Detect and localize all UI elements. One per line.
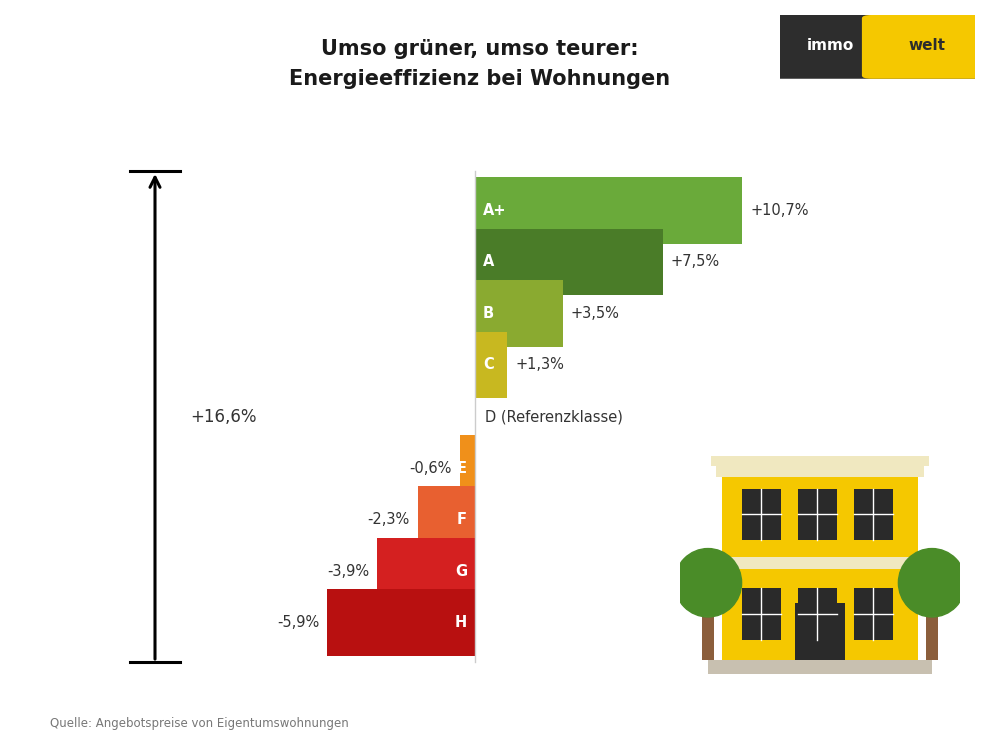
Text: -5,9%: -5,9% — [277, 615, 319, 630]
FancyBboxPatch shape — [795, 603, 845, 660]
FancyBboxPatch shape — [475, 332, 507, 398]
Text: H: H — [455, 615, 467, 630]
FancyBboxPatch shape — [702, 617, 714, 660]
FancyBboxPatch shape — [716, 463, 924, 477]
Text: G: G — [455, 564, 467, 579]
Text: A: A — [483, 254, 494, 269]
Text: welt: welt — [909, 38, 946, 53]
Text: +1,3%: +1,3% — [516, 358, 564, 373]
Text: Umso grüner, umso teurer:: Umso grüner, umso teurer: — [321, 39, 639, 58]
Text: E: E — [457, 460, 467, 476]
FancyBboxPatch shape — [722, 475, 918, 560]
Text: +3,5%: +3,5% — [570, 306, 619, 321]
FancyBboxPatch shape — [418, 486, 475, 553]
FancyBboxPatch shape — [327, 590, 475, 656]
Text: +16,6%: +16,6% — [190, 407, 256, 425]
FancyBboxPatch shape — [742, 489, 781, 540]
Text: -0,6%: -0,6% — [410, 460, 452, 476]
FancyBboxPatch shape — [742, 589, 781, 640]
Text: -3,9%: -3,9% — [327, 564, 369, 579]
FancyBboxPatch shape — [798, 589, 837, 640]
FancyBboxPatch shape — [854, 489, 893, 540]
FancyBboxPatch shape — [798, 489, 837, 540]
FancyBboxPatch shape — [716, 557, 924, 568]
Text: B: B — [483, 306, 494, 321]
Text: -2,3%: -2,3% — [367, 512, 410, 527]
FancyBboxPatch shape — [862, 15, 985, 79]
FancyBboxPatch shape — [854, 589, 893, 640]
Text: D (Referenzklasse): D (Referenzklasse) — [485, 409, 623, 424]
FancyBboxPatch shape — [460, 435, 475, 502]
FancyBboxPatch shape — [926, 617, 938, 660]
Text: Energieeffizienz bei Wohnungen: Energieeffizienz bei Wohnungen — [289, 69, 671, 88]
FancyBboxPatch shape — [770, 15, 985, 79]
Text: C: C — [483, 358, 494, 373]
Text: A+: A+ — [483, 202, 507, 217]
FancyBboxPatch shape — [708, 660, 932, 674]
Circle shape — [674, 548, 742, 617]
FancyBboxPatch shape — [711, 456, 929, 466]
Circle shape — [898, 548, 966, 617]
Text: +7,5%: +7,5% — [670, 254, 720, 269]
FancyBboxPatch shape — [475, 177, 742, 244]
Text: F: F — [457, 512, 467, 527]
Text: Quelle: Angebotspreise von Eigentumswohnungen: Quelle: Angebotspreise von Eigentumswohn… — [50, 717, 349, 730]
FancyBboxPatch shape — [475, 229, 662, 296]
FancyBboxPatch shape — [475, 280, 562, 346]
FancyBboxPatch shape — [377, 538, 475, 604]
Text: +10,7%: +10,7% — [750, 202, 809, 217]
Text: immo: immo — [807, 38, 854, 53]
FancyBboxPatch shape — [722, 568, 918, 660]
